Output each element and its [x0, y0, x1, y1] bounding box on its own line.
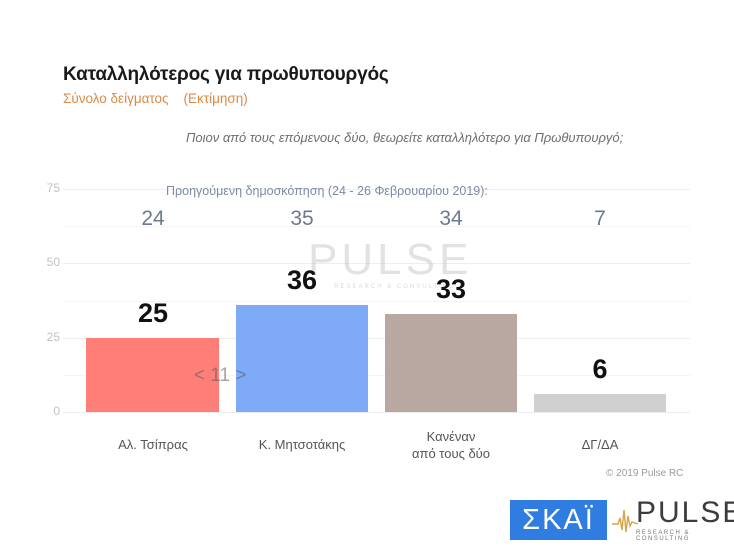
ytick-0: 0	[53, 404, 60, 418]
previous-value-tsipras: 24	[141, 207, 165, 230]
category-label-dont-know: ΔΓ/ΔΑ	[581, 437, 619, 452]
gridline-25	[63, 338, 690, 339]
skai-logo: ΣΚΑΪ	[510, 500, 607, 540]
previous-value-neither: 34	[439, 207, 463, 230]
survey-question: Ποιον από τους επόμενους δύο, θεωρείτε κ…	[186, 130, 624, 145]
bar-neither	[385, 314, 517, 412]
gridline-0	[63, 412, 690, 413]
copyright-note: © 2019 Pulse RC	[606, 468, 684, 479]
category-label-tsipras: Αλ. Τσίπρας	[118, 437, 188, 452]
bar-value-neither: 33	[435, 274, 467, 304]
pulse-logo-subtitle: RESEARCH & CONSULTING	[636, 530, 691, 542]
bar-tsipras	[86, 338, 219, 412]
chart-title: Καταλληλότερος για πρωθυπουργός	[63, 64, 389, 85]
ytick-25: 25	[46, 330, 60, 344]
pulse-watermark-subtitle: RESEARCH & CONSULTING	[334, 284, 456, 290]
bar-value-tsipras: 25	[137, 298, 169, 328]
previous-value-dont-know: 7	[594, 207, 606, 230]
previous-poll-label: Προηγούμενη δημοσκόπηση (24 - 26 Φεβρουα…	[166, 184, 488, 198]
gridline-75	[63, 189, 690, 190]
bar-value-dont-know: 6	[592, 354, 608, 384]
chart-subtitle: Σύνολο δείγματος (Εκτίμηση)	[63, 91, 248, 106]
category-label-neither-line1: Κανέναν	[426, 429, 476, 444]
gridline-62	[63, 226, 690, 227]
bar-dont-know	[534, 394, 666, 412]
image-pager[interactable]: < 11 >	[194, 365, 247, 386]
category-label-neither: Κανέναν από τους δύο	[376, 428, 526, 462]
ytick-75: 75	[46, 181, 60, 195]
gridline-12	[63, 375, 690, 376]
bar-mitsotakis	[236, 305, 368, 412]
pulse-watermark: PULSE	[308, 235, 473, 284]
ytick-50: 50	[46, 255, 60, 269]
gridline-50	[63, 263, 690, 264]
bar-value-mitsotakis: 36	[286, 265, 318, 295]
pulse-wave-icon	[612, 509, 638, 533]
previous-value-mitsotakis: 35	[290, 207, 314, 230]
category-label-neither-line2: από τους δύο	[411, 446, 491, 461]
pulse-logo: PULSE	[636, 496, 734, 529]
gridline-37	[63, 301, 690, 302]
category-label-mitsotakis: Κ. Μητσοτάκης	[258, 437, 346, 452]
